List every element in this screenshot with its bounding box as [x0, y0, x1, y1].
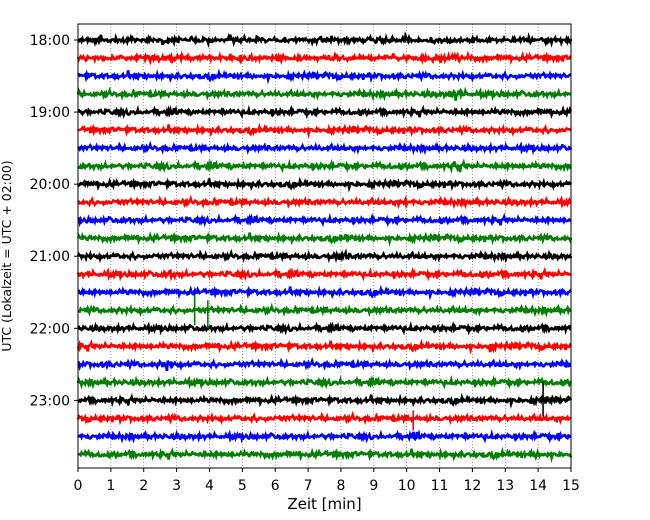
- y-tick-label: 22:00: [30, 321, 70, 337]
- trace-line: [77, 284, 573, 301]
- trace-line: [77, 194, 572, 210]
- y-axis-label: UTC (Lokalzeit = UTC + 02:00): [0, 160, 14, 351]
- x-tick-label: 5: [238, 478, 247, 494]
- y-tick-label: 18:00: [30, 33, 70, 49]
- trace-line: [77, 104, 573, 120]
- x-axis-ticks: 0 1 2 3 4 5 6 7 8 9 10 11 12 13 14 15: [74, 468, 580, 494]
- x-tick-label: 12: [463, 478, 481, 494]
- trace-line: [77, 140, 573, 156]
- x-tick-label: 3: [172, 478, 181, 494]
- trace-line: [76, 231, 573, 247]
- x-tick-label: 0: [74, 478, 83, 494]
- trace-line: [77, 302, 572, 318]
- trace-line: [77, 320, 572, 336]
- x-tick-label: 13: [496, 478, 514, 494]
- x-tick-label: 8: [336, 478, 345, 494]
- trace-line: [76, 374, 573, 390]
- x-tick-label: 1: [106, 478, 115, 494]
- y-axis-ticks: 18:00 19:00 20:00 21:00 22:00 23:00: [30, 33, 78, 409]
- grid-lines: [110, 24, 539, 468]
- x-tick-label: 10: [398, 478, 416, 494]
- seismogram-traces: [76, 30, 573, 463]
- trace-line: [76, 176, 573, 193]
- trace-line: [77, 429, 572, 444]
- x-tick-label: 4: [205, 478, 214, 494]
- y-tick-label: 23:00: [30, 393, 70, 409]
- x-tick-label: 2: [139, 478, 148, 494]
- x-tick-label: 7: [304, 478, 313, 494]
- trace-line: [77, 158, 572, 175]
- x-tick-label: 9: [369, 478, 378, 494]
- trace-line: [77, 392, 573, 409]
- trace-line: [76, 410, 572, 426]
- x-tick-label: 11: [431, 478, 449, 494]
- plot-frame: [77, 23, 572, 469]
- trace-line: [76, 248, 573, 264]
- x-tick-label: 15: [562, 478, 580, 494]
- trace-line: [77, 30, 573, 49]
- trace-line: [77, 212, 572, 228]
- y-tick-label: 21:00: [30, 249, 70, 265]
- x-axis-label: Zeit [min]: [287, 495, 361, 513]
- y-tick-label: 20:00: [30, 177, 70, 193]
- x-tick-label: 6: [271, 478, 280, 494]
- trace-line: [77, 122, 573, 139]
- trace-line: [76, 266, 572, 282]
- x-tick-label: 14: [529, 478, 547, 494]
- trace-line: [76, 50, 572, 66]
- trace-line: [77, 68, 572, 85]
- y-tick-label: 19:00: [30, 105, 70, 121]
- trace-line: [77, 356, 572, 372]
- trace-line: [76, 338, 572, 355]
- trace-line: [76, 86, 572, 102]
- trace-line: [77, 446, 573, 463]
